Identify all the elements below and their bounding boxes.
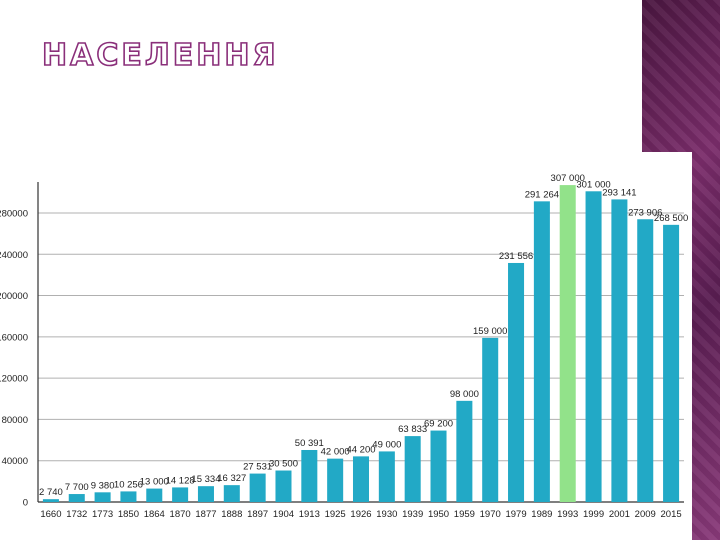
bar-value-label: 273 906 [628, 207, 662, 218]
bar [301, 449, 318, 502]
x-tick-label: 1870 [170, 509, 191, 520]
x-tick-label: 1904 [273, 509, 294, 520]
x-tick-label: 1939 [402, 509, 423, 520]
bar-value-label: 14 128 [166, 475, 195, 486]
bar [482, 337, 499, 502]
bar-value-label: 231 556 [499, 251, 533, 262]
bar [611, 199, 628, 502]
x-tick-label: 2015 [661, 509, 682, 520]
x-tick-label: 1999 [583, 509, 604, 520]
bar-value-label: 42 000 [321, 447, 350, 458]
y-tick-label: 40000 [2, 456, 28, 467]
bar [378, 451, 395, 502]
bar-value-label: 291 264 [525, 189, 559, 200]
x-tick-label: 1913 [299, 509, 320, 520]
bar-value-label: 63 833 [398, 424, 427, 435]
bar-value-label: 2 740 [39, 487, 63, 498]
bar [456, 400, 473, 502]
x-tick-label: 1888 [221, 509, 242, 520]
bar-value-label: 49 000 [372, 439, 401, 450]
bar-value-label: 268 500 [654, 213, 688, 224]
bar [94, 492, 111, 502]
x-tick-label: 1660 [40, 509, 61, 520]
bar-value-label: 27 531 [243, 462, 272, 473]
bar-value-label: 16 327 [217, 473, 246, 484]
slide-title: НАСЕЛЕННЯ [41, 37, 279, 74]
bar [68, 494, 85, 502]
bar [585, 191, 602, 502]
x-tick-label: 1993 [557, 509, 578, 520]
x-tick-label: 1950 [428, 509, 449, 520]
bar-value-label: 69 200 [424, 419, 453, 430]
population-bar-chart: 0 40000 80000 120000 160000 200000 240000 28000… [0, 173, 688, 520]
bar [223, 485, 240, 502]
x-tick-label: 1979 [505, 509, 526, 520]
bar [352, 456, 370, 502]
bar [172, 487, 189, 502]
bar-value-label: 15 334 [191, 474, 220, 485]
x-tick-label: 2001 [609, 509, 630, 520]
x-tick-label: 1877 [195, 509, 216, 520]
bar-value-label: 44 200 [346, 444, 375, 455]
chart-panel: 0 40000 80000 120000 160000 200000 240000 28000… [0, 152, 692, 540]
bar [42, 499, 59, 502]
x-tick-label: 1773 [92, 509, 113, 520]
x-tick-label: 1850 [118, 509, 139, 520]
x-tick-label: 1959 [454, 509, 475, 520]
y-tick-label: 80000 [2, 415, 28, 426]
x-tick-label: 1732 [66, 509, 87, 520]
bar [637, 219, 654, 502]
bar-value-label: 13 000 [140, 477, 169, 488]
x-tick-label: 2009 [635, 509, 656, 520]
bar [146, 488, 163, 502]
bar-value-label: 10 256 [114, 479, 143, 490]
bar-value-label: 293 141 [602, 187, 636, 198]
bar [404, 436, 421, 502]
bar [508, 262, 525, 502]
bar-value-label: 9 380 [91, 480, 115, 491]
bar-value-label: 50 391 [295, 438, 324, 449]
x-tick-label: 1926 [350, 509, 371, 520]
y-tick-label: 240000 [0, 250, 28, 261]
bar [197, 486, 214, 502]
y-tick-label: 120000 [0, 374, 28, 385]
bar [559, 185, 576, 502]
x-tick-label: 1897 [247, 509, 268, 520]
bar [275, 470, 292, 502]
bar [430, 430, 447, 502]
y-tick-label: 0 [23, 498, 28, 509]
x-tick-label: 1970 [480, 509, 501, 520]
bar [120, 491, 137, 502]
x-tick-label: 1864 [144, 509, 165, 520]
bar-value-label: 98 000 [450, 389, 479, 400]
bar-value-label: 30 500 [269, 459, 298, 470]
bar [663, 224, 680, 502]
bar [249, 473, 266, 502]
bar [533, 201, 550, 502]
y-tick-label: 280000 [0, 208, 28, 219]
bar-value-label: 301 000 [576, 179, 610, 190]
bar-value-label: 159 000 [473, 326, 507, 337]
y-tick-label: 160000 [0, 332, 28, 343]
y-tick-label: 200000 [0, 291, 28, 302]
x-tick-label: 1989 [531, 509, 552, 520]
bar-value-label: 7 700 [65, 482, 89, 493]
x-tick-label: 1925 [325, 509, 346, 520]
x-tick-label: 1930 [376, 509, 397, 520]
bar-value-label: 307 000 [551, 173, 585, 184]
bar [327, 458, 344, 502]
